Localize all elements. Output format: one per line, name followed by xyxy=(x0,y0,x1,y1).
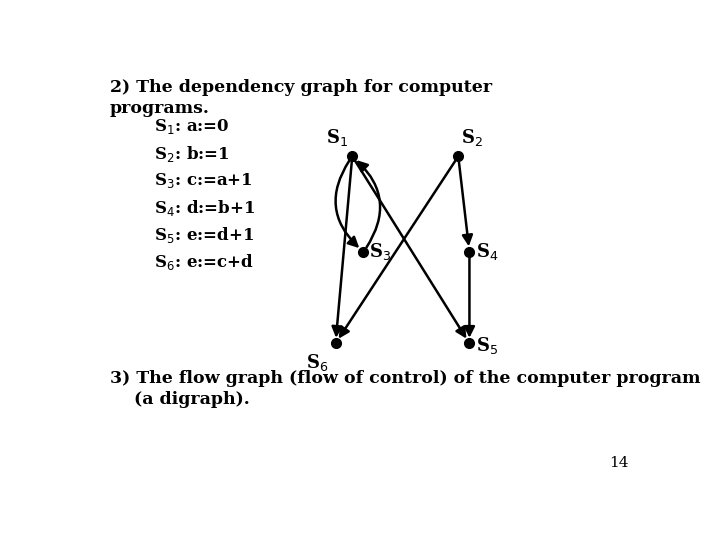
Text: S$_2$: S$_2$ xyxy=(462,127,483,148)
Text: S$_1$: S$_1$ xyxy=(325,127,348,148)
Text: S$_4$: S$_4$ xyxy=(476,241,498,262)
Text: S$_1$: a:=0: S$_1$: a:=0 xyxy=(154,117,230,136)
Text: (a digraph).: (a digraph). xyxy=(109,391,249,408)
Text: S$_3$: c:=a+1: S$_3$: c:=a+1 xyxy=(154,171,253,190)
Text: S$_2$: b:=1: S$_2$: b:=1 xyxy=(154,144,230,164)
Text: S$_5$: e:=d+1: S$_5$: e:=d+1 xyxy=(154,225,254,245)
Text: S$_5$: S$_5$ xyxy=(476,335,498,356)
Text: 3) The flow graph (flow of control) of the computer program: 3) The flow graph (flow of control) of t… xyxy=(109,370,700,387)
Text: programs.: programs. xyxy=(109,100,210,117)
Text: S$_6$: S$_6$ xyxy=(307,352,329,373)
Text: S$_6$: e:=c+d: S$_6$: e:=c+d xyxy=(154,252,254,272)
Text: 2) The dependency graph for computer: 2) The dependency graph for computer xyxy=(109,79,492,96)
Text: 14: 14 xyxy=(609,456,629,470)
Text: S$_4$: d:=b+1: S$_4$: d:=b+1 xyxy=(154,198,256,218)
Text: S$_3$: S$_3$ xyxy=(369,241,391,262)
